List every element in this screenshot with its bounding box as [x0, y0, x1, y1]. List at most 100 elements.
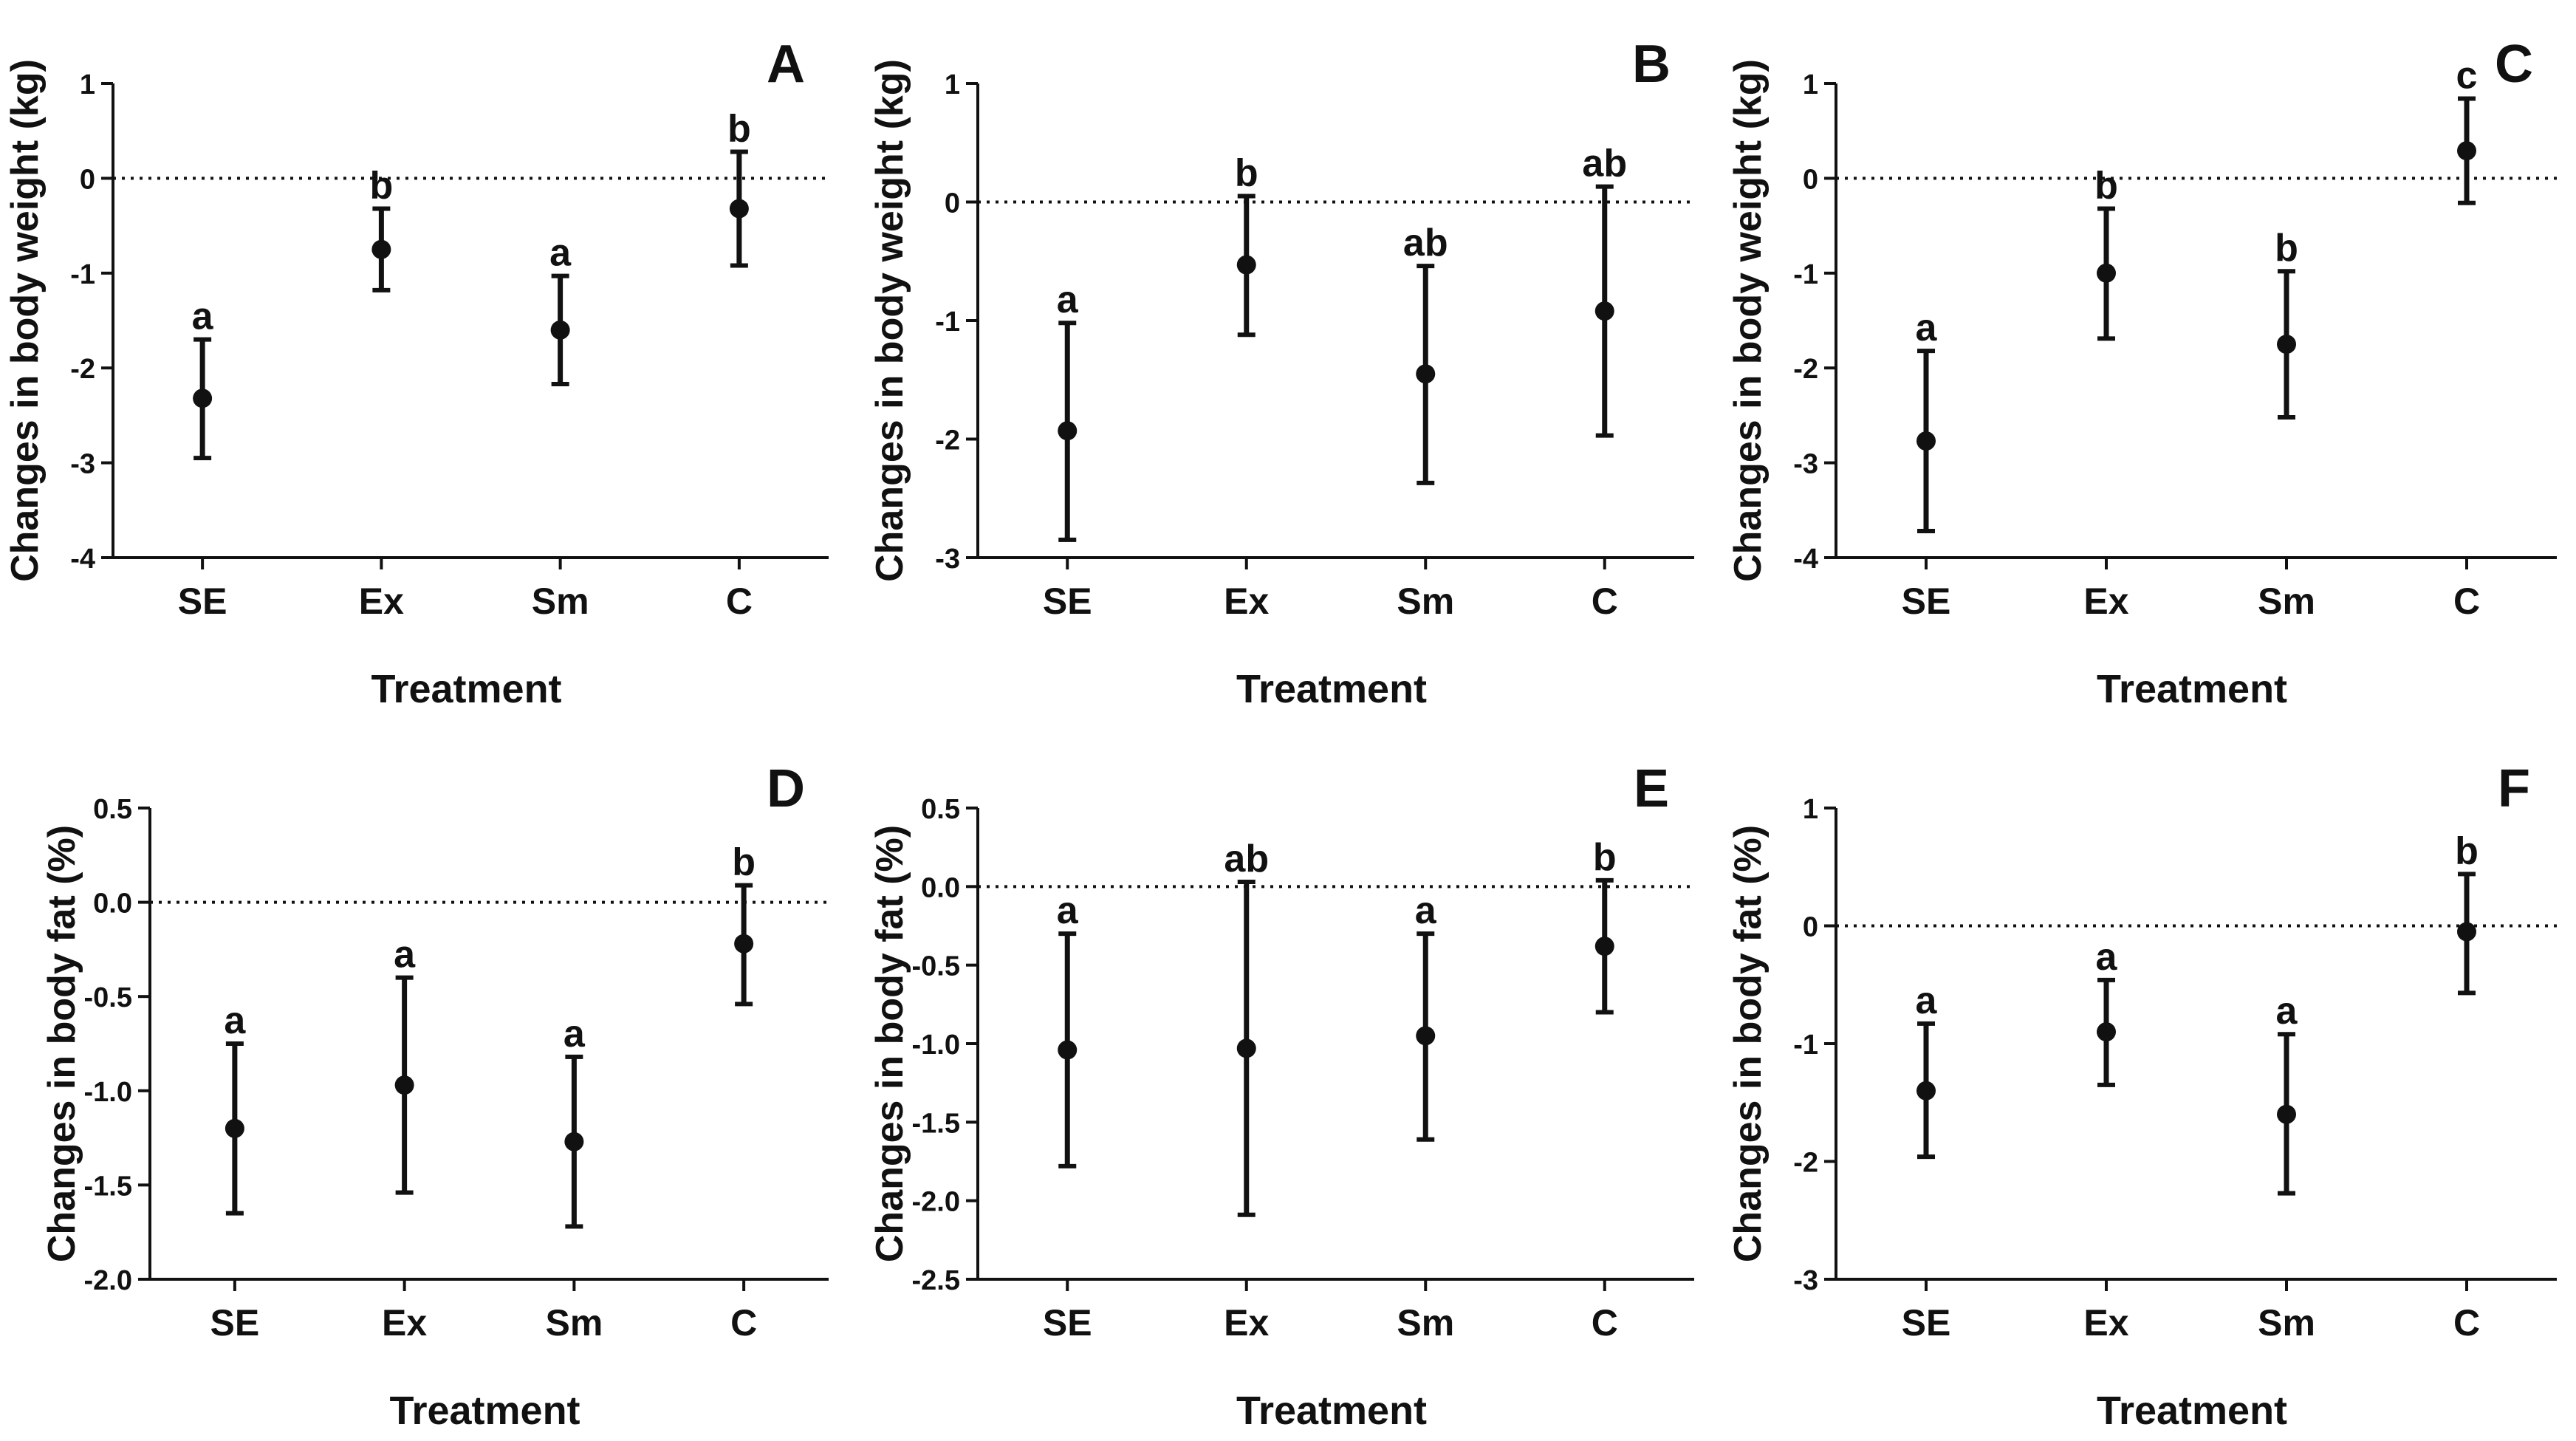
y-axis-title: Changes in body weight (kg) [4, 59, 47, 582]
x-axis-title: Treatment [1236, 1389, 1427, 1433]
data-point [2277, 1104, 2296, 1124]
significance-letter: a [394, 934, 416, 976]
y-tick-label: -1.5 [84, 1171, 132, 1202]
y-tick-label: -1 [1793, 1030, 1818, 1061]
significance-letter: b [2455, 829, 2479, 872]
x-tick-label: Ex [382, 1302, 427, 1344]
y-tick-label: -2 [70, 354, 95, 385]
significance-letter: b [727, 107, 751, 150]
y-axis-title: Changes in body fat (%) [869, 825, 911, 1262]
y-tick-label: -1 [70, 259, 95, 290]
x-tick-label: C [2453, 1302, 2480, 1344]
y-tick-label: -1 [1793, 259, 1818, 290]
x-axis-title: Treatment [389, 1389, 580, 1433]
y-tick-label: -1.0 [912, 1030, 960, 1061]
y-tick-label: 0.5 [93, 794, 132, 825]
data-point [2097, 263, 2116, 283]
data-point [2277, 335, 2296, 355]
significance-letter: a [1057, 278, 1079, 321]
significance-letter: a [224, 999, 246, 1042]
data-point [2097, 1022, 2116, 1042]
y-tick-label: -3 [1793, 1265, 1818, 1296]
y-tick-label: -3 [935, 544, 960, 575]
significance-letter: b [1235, 151, 1258, 194]
data-point [1916, 431, 1936, 451]
data-point [1058, 421, 1078, 441]
significance-letter: b [2275, 227, 2298, 270]
y-tick-label: -2.0 [912, 1187, 960, 1218]
y-tick-label: 0 [1803, 164, 1818, 195]
y-tick-label: 0.0 [921, 872, 960, 903]
x-tick-label: C [726, 581, 753, 622]
x-tick-label: Sm [2258, 581, 2315, 622]
panel-letter: C [2495, 35, 2533, 94]
y-tick-label: 0.0 [93, 889, 132, 920]
significance-letter: a [1415, 889, 1437, 932]
significance-letter: a [1057, 889, 1079, 932]
data-point [2457, 141, 2476, 161]
x-tick-label: Ex [1224, 581, 1269, 622]
x-tick-label: C [1592, 1302, 1618, 1344]
y-tick-label: -1.5 [912, 1108, 960, 1139]
panel-letter: E [1634, 759, 1669, 818]
significance-letter: a [1916, 307, 1938, 349]
y-tick-label: -0.5 [912, 951, 960, 982]
x-tick-label: Sm [545, 1302, 603, 1344]
x-axis-title: Treatment [1236, 667, 1427, 711]
data-point [1916, 1081, 1936, 1101]
x-tick-label: Ex [2083, 1302, 2128, 1344]
data-point [225, 1118, 244, 1138]
significance-letter: a [1916, 979, 1938, 1022]
panel-e: -2.5 -2.0 -1.5 -1.0 -0.5 0.0 0.5 SE a Ex ab Sm a CbE T… [869, 759, 1694, 1433]
data-point [1594, 301, 1614, 321]
x-tick-label: Sm [1397, 581, 1454, 622]
y-tick-label: 1 [1803, 69, 1818, 100]
y-tick-label: 0 [945, 188, 960, 219]
significance-letter: ab [1403, 222, 1448, 264]
y-tick-label: -2.5 [912, 1265, 960, 1296]
y-tick-label: -1.0 [84, 1077, 132, 1108]
panel-b: -3 -2 -1 0 1 SE a Ex b Sm ab Cab B Treatment Changes i… [869, 35, 1694, 711]
y-tick-label: 0.5 [921, 794, 960, 825]
x-tick-label: C [2453, 581, 2480, 622]
data-point [1236, 255, 1256, 275]
x-axis-title: Treatment [2097, 1389, 2287, 1433]
x-tick-label: C [730, 1302, 757, 1344]
y-tick-label: -3 [1793, 449, 1818, 480]
significance-letter: b [2094, 164, 2118, 207]
data-point [2457, 922, 2476, 942]
x-tick-label: Sm [532, 581, 589, 622]
x-axis-title: Treatment [2097, 667, 2287, 711]
data-point [564, 1132, 584, 1151]
y-axis-title: Changes in body weight (kg) [1727, 59, 1770, 582]
panel-d: -2.0 -1.5 -1.0 -0.5 0.0 0.5 SE a Ex a Sm a CbD Treatm… [41, 759, 829, 1433]
y-tick-label: -2 [1793, 354, 1818, 385]
data-point [1058, 1040, 1078, 1060]
significance-letter: a [192, 295, 214, 338]
data-point [193, 389, 213, 408]
x-tick-label: Sm [1397, 1302, 1454, 1344]
data-point [1594, 937, 1614, 956]
x-tick-label: Ex [1224, 1302, 1269, 1344]
x-tick-label: Sm [2258, 1302, 2315, 1344]
y-axis-title: Changes in body weight (kg) [869, 59, 911, 582]
significance-letter: b [1593, 836, 1617, 879]
significance-letter: b [732, 841, 756, 884]
x-tick-label: SE [178, 581, 227, 622]
data-point [394, 1075, 414, 1095]
x-tick-label: SE [1902, 581, 1951, 622]
significance-letter: ab [1224, 838, 1269, 880]
significance-letter: ab [1582, 143, 1627, 185]
significance-letter: a [2096, 936, 2118, 979]
data-point [729, 199, 749, 219]
y-tick-label: 0 [1803, 912, 1818, 943]
significance-letter: a [564, 1013, 586, 1055]
y-axis-title: Changes in body fat (%) [1727, 825, 1770, 1262]
panel-letter: D [767, 759, 805, 818]
x-tick-label: Ex [2083, 581, 2128, 622]
y-tick-label: -0.5 [84, 982, 132, 1013]
data-point [550, 320, 570, 340]
